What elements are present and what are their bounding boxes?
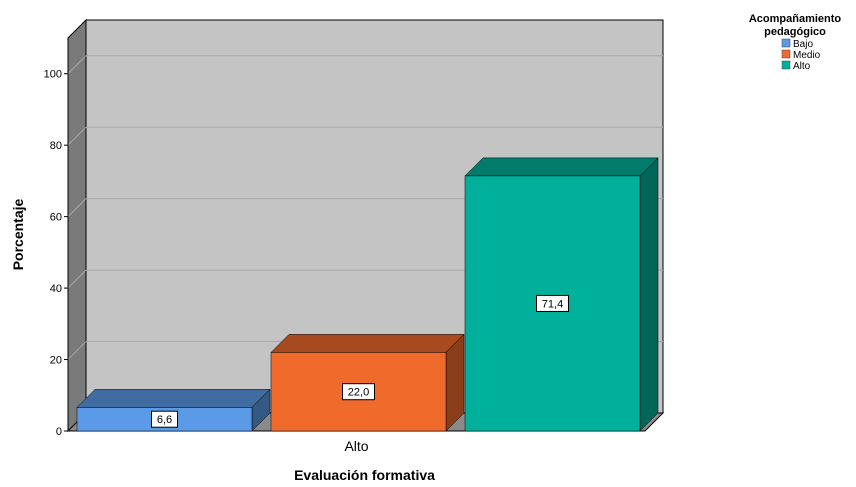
legend-item: Bajo	[781, 38, 813, 50]
data-label-box	[151, 410, 178, 428]
data-labels: 6,6 22,0 71,4	[151, 294, 569, 428]
data-label-text: 71,4	[542, 298, 563, 310]
y-axis-ticks: 0 20 40 60 80 100	[44, 38, 69, 438]
y-tick-label: 60	[50, 212, 62, 224]
y-tick-label: 0	[56, 426, 62, 438]
data-label: 22,0	[342, 383, 375, 401]
legend-title: pedagógico	[764, 26, 826, 38]
data-label-box	[536, 294, 569, 312]
gridline	[67, 126, 87, 146]
data-label-box	[342, 383, 375, 401]
side-wall	[67, 18, 87, 433]
y-tick-label: 40	[50, 283, 62, 295]
legend-swatch	[781, 60, 791, 70]
gridline	[67, 198, 87, 217]
gridline	[67, 55, 87, 75]
x-axis-title: Evaluación formativa	[294, 467, 435, 483]
y-tick-label: 80	[50, 140, 62, 152]
y-axis-title: Porcentaje	[10, 198, 26, 270]
legend-label: Bajo	[793, 39, 813, 50]
gridline	[67, 341, 87, 360]
bar-medio	[270, 333, 465, 432]
legend-swatch	[781, 38, 791, 48]
bar-side	[639, 157, 659, 432]
legend-item: Medio	[781, 49, 821, 61]
data-label: 71,4	[536, 294, 569, 312]
legend-item: Alto	[781, 60, 811, 72]
data-label-text: 6,6	[157, 414, 172, 426]
y-tick-label: 20	[50, 355, 62, 367]
legend-swatch	[781, 49, 791, 59]
data-label-text: 22,0	[348, 387, 369, 399]
bar-alto	[464, 157, 659, 432]
legend-label: Alto	[793, 61, 811, 72]
x-tick-label: Alto	[344, 438, 368, 454]
bar-top	[76, 389, 271, 408]
bar-top	[464, 157, 659, 177]
data-label: 6,6	[151, 410, 178, 428]
legend-label: Medio	[793, 50, 821, 61]
gridline	[67, 269, 87, 289]
legend-title: Acompañamiento	[749, 13, 842, 25]
y-tick-label: 100	[44, 69, 62, 81]
bar-top	[270, 334, 465, 353]
